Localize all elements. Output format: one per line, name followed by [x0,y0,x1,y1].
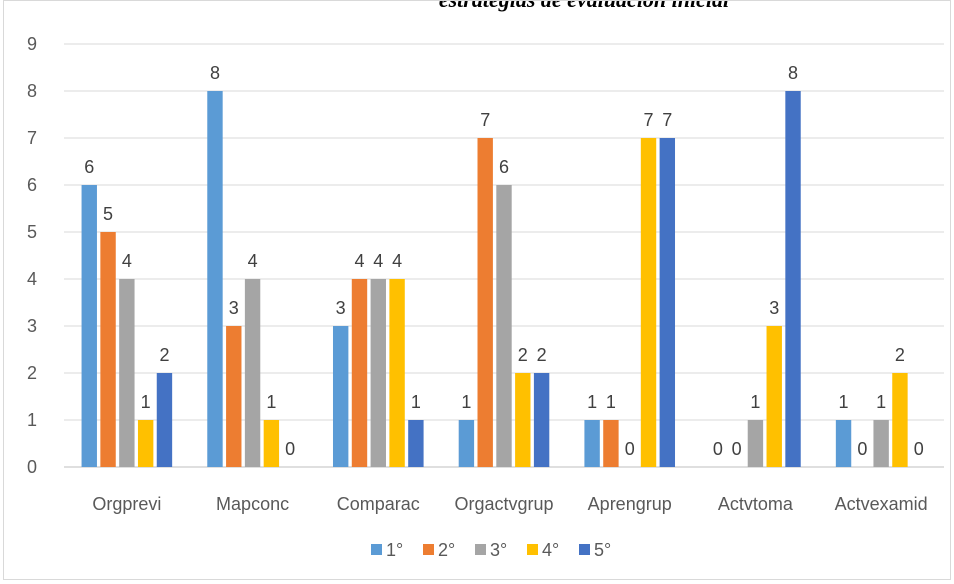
data-label: 8 [788,63,798,83]
data-label: 6 [84,157,94,177]
legend-swatch [371,544,382,555]
bar [659,138,676,467]
bar [747,420,764,467]
data-label: 3 [336,298,346,318]
bar [785,91,801,467]
bar [207,91,223,467]
data-label: 6 [499,157,509,177]
data-label: 4 [248,251,258,271]
legend-label: 3° [490,540,507,560]
y-tick-label: 8 [27,81,37,101]
x-tick-label: Orgactvgrup [454,494,553,514]
bar [119,279,135,467]
legend-label: 1° [386,540,403,560]
data-label: 2 [518,345,528,365]
legend-swatch [475,544,486,555]
data-label: 1 [461,392,471,412]
bar [156,373,173,467]
bar [533,373,550,467]
legend-label: 5° [594,540,611,560]
data-label: 2 [537,345,547,365]
bar [263,420,280,467]
bar [496,185,512,467]
data-label: 1 [750,392,760,412]
data-label: 0 [914,439,924,459]
data-label: 0 [625,439,635,459]
data-label: 0 [857,439,867,459]
y-tick-label: 7 [27,128,37,148]
bar [226,326,242,467]
y-tick-label: 4 [27,269,37,289]
data-label: 1 [411,392,421,412]
x-tick-label: Comparac [337,494,420,514]
bar [389,279,405,467]
chart-title: estrategias de evaluación inicial [304,1,864,13]
x-tick-label: Actvexamid [835,494,928,514]
data-label: 8 [210,63,220,83]
y-tick-label: 6 [27,175,37,195]
bar [873,420,889,467]
data-label: 4 [354,251,364,271]
y-tick-label: 3 [27,316,37,336]
bar [370,279,386,467]
data-label: 7 [662,110,672,130]
bar [244,279,261,467]
data-label: 1 [587,392,597,412]
bar [766,326,782,467]
data-label: 7 [480,110,490,130]
bar [81,185,97,467]
bar [892,373,908,467]
legend-swatch [423,544,434,555]
data-label: 4 [373,251,383,271]
bar [332,326,349,467]
data-label: 1 [839,392,849,412]
legend: 1° 2° 3° 4° 5° [371,540,611,560]
x-axis-ticks: Orgprevi Mapconc Comparac Orgactvgrup Apreng… [92,494,927,514]
data-label: 1 [876,392,886,412]
data-label: 1 [141,392,151,412]
data-label: 0 [285,439,295,459]
data-label: 5 [103,204,113,224]
data-label: 2 [895,345,905,365]
legend-swatch [527,544,538,555]
x-tick-label: Actvtoma [718,494,794,514]
chart-frame: estrategias de evaluación inicial 0 1 2 3 4 5… [3,0,951,580]
x-tick-label: Aprengrup [588,494,672,514]
bar [603,420,619,467]
x-tick-label: Orgprevi [92,494,161,514]
data-label: 7 [644,110,654,130]
bar [584,420,600,467]
y-tick-label: 5 [27,222,37,242]
legend-label: 2° [438,540,455,560]
data-label: 4 [122,251,132,271]
bar [458,420,475,467]
bar [835,420,852,467]
y-tick-label: 2 [27,363,37,383]
bar [408,420,424,467]
bars [81,91,908,467]
data-label: 0 [732,439,742,459]
y-tick-label: 0 [27,457,37,477]
legend-label: 4° [542,540,559,560]
bar [477,138,493,467]
data-label: 4 [392,251,402,271]
data-label: 3 [229,298,239,318]
y-tick-label: 1 [27,410,37,430]
data-label: 0 [713,439,723,459]
bar [640,138,657,467]
y-tick-label: 9 [27,34,37,54]
bar [137,420,154,467]
x-tick-label: Mapconc [216,494,289,514]
data-label: 1 [606,392,616,412]
bar [351,279,368,467]
data-label: 2 [159,345,169,365]
bar [515,373,531,467]
bar [100,232,116,467]
legend-swatch [579,544,590,555]
data-label: 1 [266,392,276,412]
data-label: 3 [769,298,779,318]
y-axis-ticks: 0 1 2 3 4 5 6 7 8 9 [27,34,37,477]
